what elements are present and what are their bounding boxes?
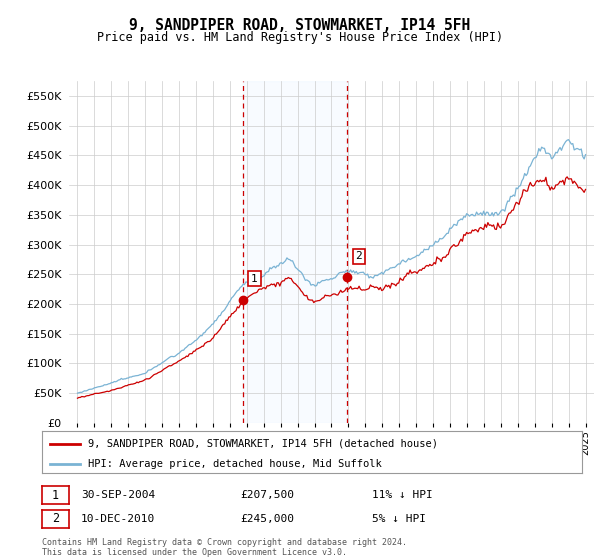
Text: Contains HM Land Registry data © Crown copyright and database right 2024.
This d: Contains HM Land Registry data © Crown c… xyxy=(42,538,407,557)
Text: 10-DEC-2010: 10-DEC-2010 xyxy=(81,514,155,524)
Text: 5% ↓ HPI: 5% ↓ HPI xyxy=(372,514,426,524)
Text: 2: 2 xyxy=(356,251,362,262)
Text: 11% ↓ HPI: 11% ↓ HPI xyxy=(372,490,433,500)
Text: 1: 1 xyxy=(52,488,59,502)
Text: 2: 2 xyxy=(52,512,59,525)
Bar xyxy=(242,81,347,423)
Text: 9, SANDPIPER ROAD, STOWMARKET, IP14 5FH (detached house): 9, SANDPIPER ROAD, STOWMARKET, IP14 5FH … xyxy=(88,439,438,449)
Text: 1: 1 xyxy=(251,274,258,284)
Text: £207,500: £207,500 xyxy=(240,490,294,500)
Text: 30-SEP-2004: 30-SEP-2004 xyxy=(81,490,155,500)
Text: £245,000: £245,000 xyxy=(240,514,294,524)
Text: HPI: Average price, detached house, Mid Suffolk: HPI: Average price, detached house, Mid … xyxy=(88,459,382,469)
Text: Price paid vs. HM Land Registry's House Price Index (HPI): Price paid vs. HM Land Registry's House … xyxy=(97,31,503,44)
Text: 9, SANDPIPER ROAD, STOWMARKET, IP14 5FH: 9, SANDPIPER ROAD, STOWMARKET, IP14 5FH xyxy=(130,18,470,33)
